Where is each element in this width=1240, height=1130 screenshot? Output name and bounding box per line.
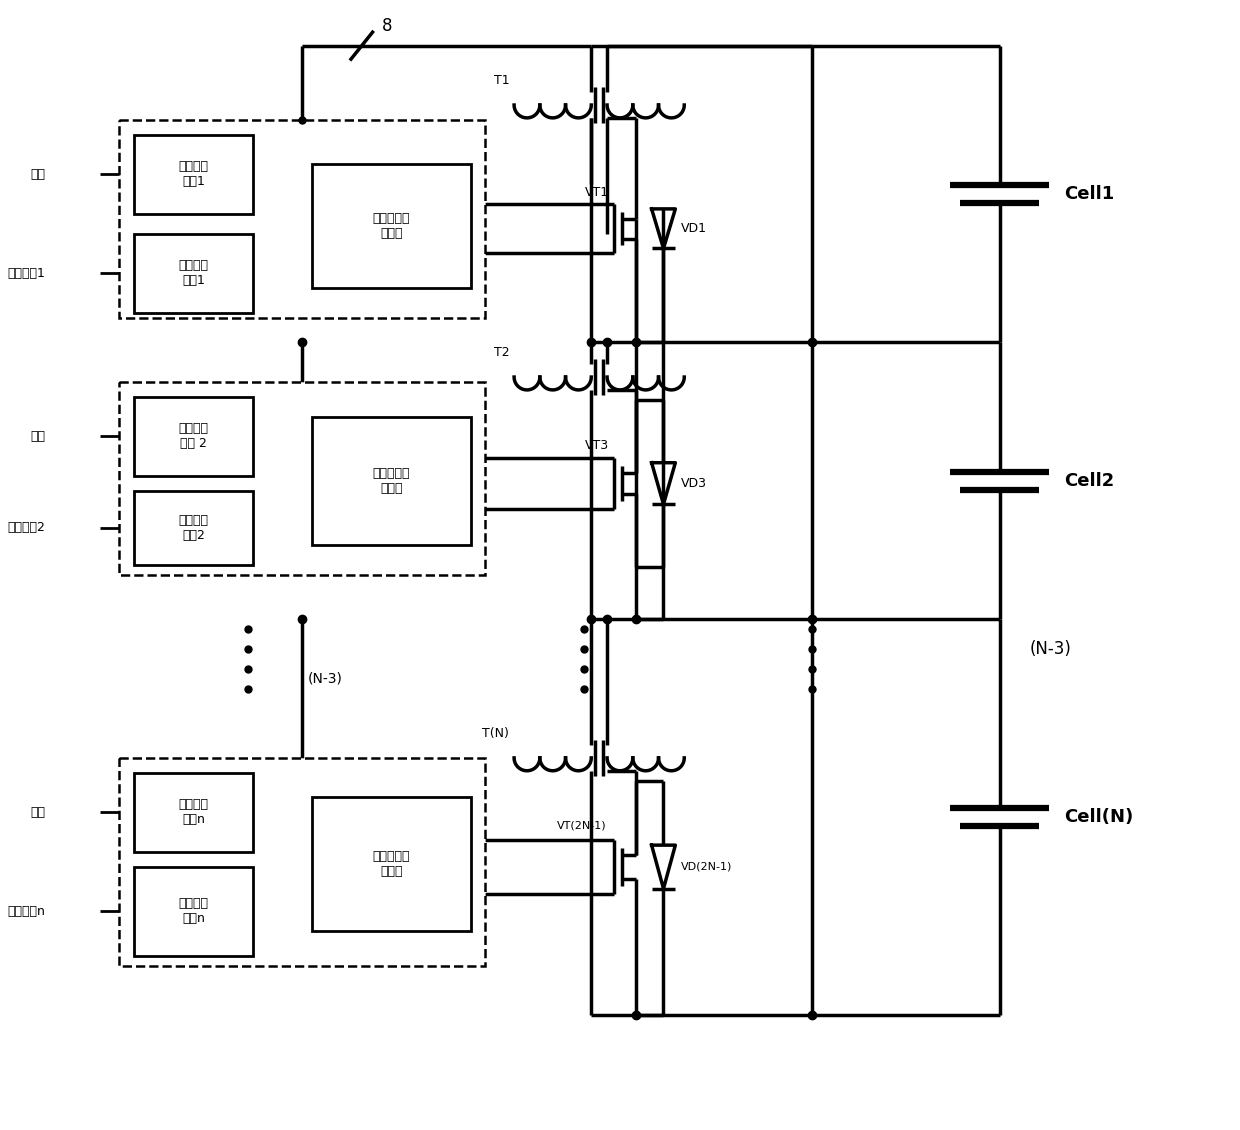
Text: 信号隔离
电路1: 信号隔离 电路1 — [179, 259, 208, 287]
Bar — [134, 867, 253, 956]
Text: 电源隔离
模块 2: 电源隔离 模块 2 — [179, 423, 208, 451]
Text: VT3: VT3 — [585, 440, 609, 452]
Text: VT1: VT1 — [585, 185, 609, 199]
Text: Cell2: Cell2 — [1064, 472, 1115, 490]
Bar — [312, 164, 471, 288]
Text: 电源隔离
模块1: 电源隔离 模块1 — [179, 160, 208, 189]
Text: 8: 8 — [382, 17, 392, 35]
Text: 信号功率放
大电路: 信号功率放 大电路 — [373, 850, 410, 878]
Text: 信号功率放
大电路: 信号功率放 大电路 — [373, 212, 410, 241]
Text: 控制信号2: 控制信号2 — [7, 521, 45, 534]
Bar — [119, 382, 485, 575]
Text: VD3: VD3 — [681, 477, 707, 490]
Text: 电源隔离
模块n: 电源隔离 模块n — [179, 798, 208, 826]
Bar — [312, 798, 471, 931]
Text: VD1: VD1 — [681, 223, 707, 235]
Bar — [119, 120, 485, 318]
Bar — [134, 134, 253, 214]
Bar — [119, 758, 485, 966]
Text: Cell(N): Cell(N) — [1064, 808, 1133, 826]
Bar — [312, 417, 471, 545]
Text: 信号功率放
大电路: 信号功率放 大电路 — [373, 467, 410, 495]
Text: 控制信号n: 控制信号n — [7, 905, 45, 918]
Text: VD(2N-1): VD(2N-1) — [681, 862, 733, 872]
Text: T(N): T(N) — [482, 727, 510, 740]
Text: 控制信号1: 控制信号1 — [7, 267, 45, 280]
Text: 电源: 电源 — [30, 429, 45, 443]
Text: T1: T1 — [494, 73, 510, 87]
Text: 电源: 电源 — [30, 806, 45, 819]
Text: VT(2N-1): VT(2N-1) — [557, 820, 606, 831]
Bar — [134, 397, 253, 476]
Bar — [134, 234, 253, 313]
Bar — [134, 773, 253, 852]
Text: 电源: 电源 — [30, 167, 45, 181]
Text: (N-3): (N-3) — [1029, 640, 1071, 658]
Text: 信号隔离
电路2: 信号隔离 电路2 — [179, 514, 208, 542]
Text: T2: T2 — [494, 346, 510, 359]
Text: 信号隔离
电路n: 信号隔离 电路n — [179, 897, 208, 925]
Bar — [134, 490, 253, 565]
Text: (N-3): (N-3) — [308, 671, 342, 686]
Text: Cell1: Cell1 — [1064, 185, 1115, 203]
